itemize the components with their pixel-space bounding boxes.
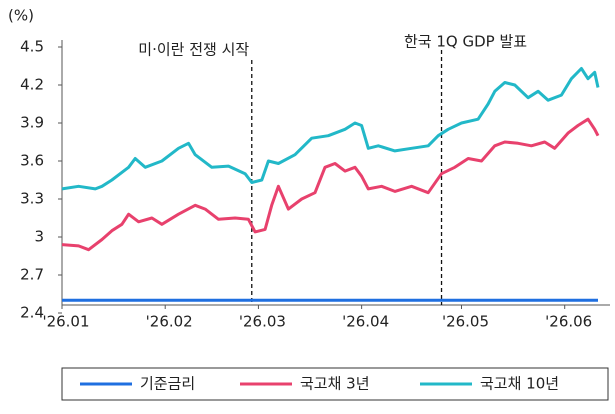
legend-text: 국고채 10년 bbox=[480, 375, 559, 393]
x-tick-label: '26.03 bbox=[239, 313, 286, 331]
y-tick-label: 4.5 bbox=[20, 38, 44, 56]
legend-box bbox=[61, 367, 609, 401]
y-tick-label: 3.9 bbox=[20, 114, 44, 132]
x-tick-label: '26.05 bbox=[442, 313, 489, 331]
x-tick-label: '26.04 bbox=[342, 313, 389, 331]
annotation-text: 미·이란 전쟁 시작 bbox=[138, 41, 249, 59]
x-tick-label: '26.01 bbox=[42, 313, 89, 331]
y-tick-label: 2.7 bbox=[20, 266, 44, 284]
legend-text: 국고채 3년 bbox=[300, 375, 370, 393]
x-tick-label: '26.02 bbox=[146, 313, 193, 331]
y-axis-label: (%) bbox=[8, 7, 34, 25]
y-tick-label: 4.2 bbox=[20, 76, 44, 94]
series-line bbox=[61, 67, 600, 191]
y-tick-label: 2.4 bbox=[20, 304, 44, 322]
y-tick-label: 3 bbox=[34, 228, 44, 246]
y-tick-label: 3.6 bbox=[20, 152, 44, 170]
legend-text: 기준금리 bbox=[140, 375, 195, 393]
annotation-text: 한국 1Q GDP 발표 bbox=[404, 33, 527, 51]
y-tick-label: 3.3 bbox=[20, 190, 44, 208]
x-tick-label: '26.06 bbox=[545, 313, 592, 331]
series-line bbox=[61, 117, 600, 252]
